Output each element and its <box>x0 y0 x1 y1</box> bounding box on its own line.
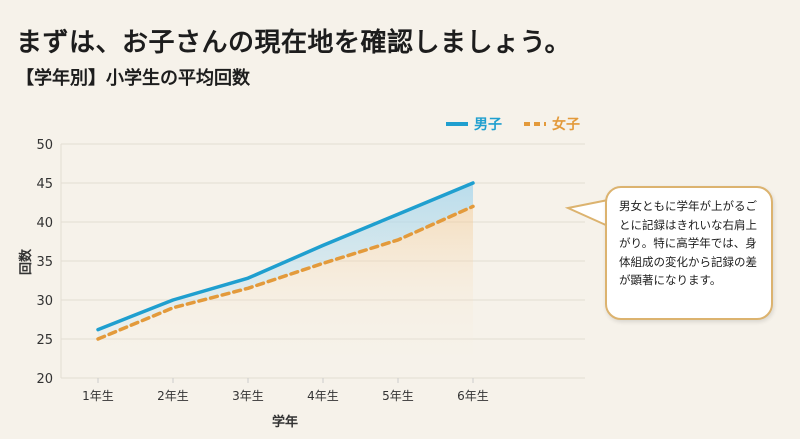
y-axis-label: 回数 <box>18 248 34 275</box>
girls-area <box>98 206 473 378</box>
page-title: まずは、お子さんの現在地を確認しましょう。 <box>16 28 571 58</box>
y-tick-label: 35 <box>36 255 53 270</box>
series-line-girls <box>96 204 475 341</box>
x-tick-label: 4年生 <box>307 389 339 403</box>
x-tick-label: 1年生 <box>82 389 114 403</box>
x-tick-label: 3年生 <box>232 389 264 403</box>
y-tick-label: 40 <box>36 216 53 231</box>
y-tick-label: 30 <box>36 294 53 309</box>
chart-subtitle: 【学年別】小学生の平均回数 <box>16 68 250 89</box>
y-tick-label: 45 <box>36 177 53 192</box>
x-tick-label: 6年生 <box>457 389 489 403</box>
y-tick-label: 25 <box>36 333 53 348</box>
x-tick-label: 5年生 <box>382 389 414 403</box>
series-line-boys <box>96 181 475 332</box>
y-tick-label: 20 <box>36 372 53 387</box>
legend-label: 男子 <box>474 117 502 133</box>
legend-label: 女子 <box>552 116 580 133</box>
y-tick-label: 50 <box>36 138 53 153</box>
annotation-callout: 男女ともに学年が上がるごとに記録はきれいな右肩上がり。特に高学年では、身体組成の… <box>605 186 773 320</box>
x-axis-label: 学年 <box>272 414 298 430</box>
x-tick-label: 2年生 <box>157 389 189 403</box>
